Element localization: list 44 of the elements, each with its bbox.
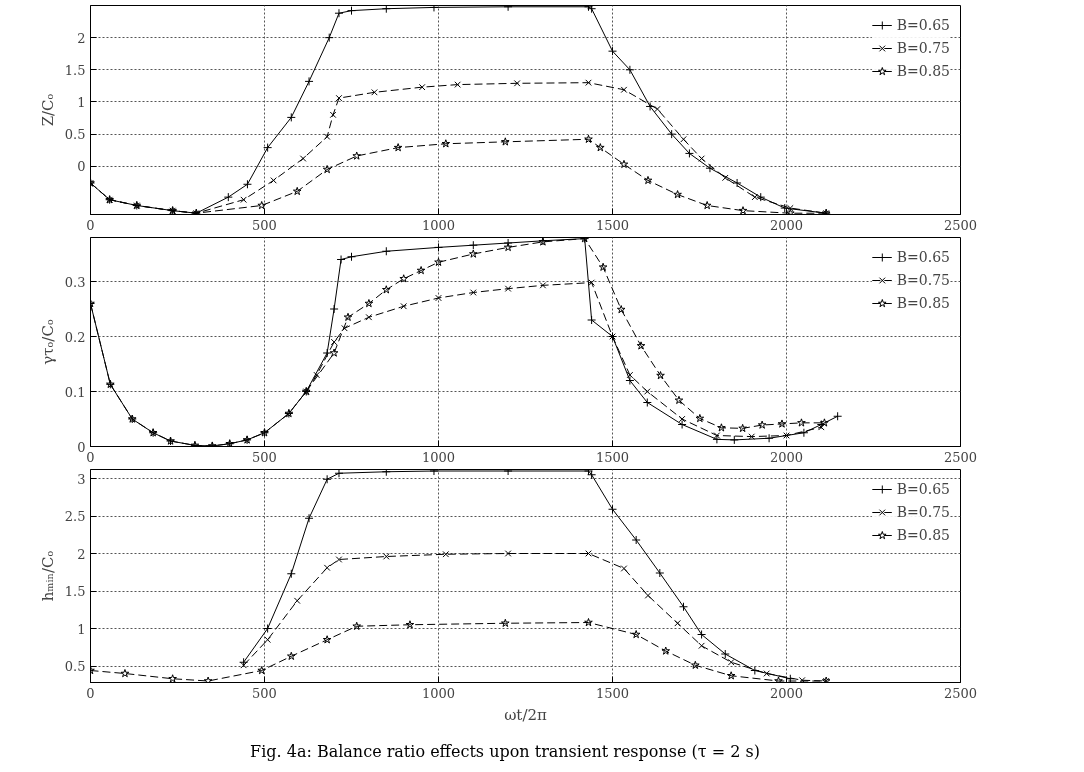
- x-tick-label: 2000: [769, 685, 804, 701]
- y-tick-label: 2: [77, 546, 86, 562]
- x-tick-label: 2500: [943, 449, 978, 465]
- x-tick-label: 1500: [595, 449, 630, 465]
- y-tick-label: 0.5: [64, 659, 86, 674]
- y-tick-label: 0.3: [64, 274, 86, 290]
- y-tick-label: 1.5: [64, 62, 86, 78]
- x-tick-label: 1500: [595, 685, 630, 701]
- legend-label: B=0.85: [896, 527, 950, 543]
- y-tick-label: 0: [77, 439, 86, 455]
- legend-label: B=0.75: [896, 504, 950, 520]
- y-tick-label: 0: [77, 159, 86, 175]
- y-tick-label: 1.5: [64, 584, 86, 599]
- y-axis-title: Z/Cₒ: [38, 93, 57, 127]
- caption: Fig. 4a: Balance ratio effects upon transient response (τ = 2 s): [250, 741, 760, 763]
- y-tick-label: 3: [77, 471, 86, 487]
- x-tick-label: 2000: [769, 217, 804, 233]
- x-tick-label: 2000: [769, 449, 804, 465]
- x-tick-label: 2500: [943, 217, 978, 233]
- x-tick-label: 1000: [421, 685, 456, 701]
- legend-label: B=0.65: [896, 17, 950, 33]
- y-tick-label: 0.5: [64, 127, 86, 143]
- y-tick-label: 0.2: [64, 329, 86, 345]
- x-tick-label: 500: [252, 449, 277, 465]
- legend-label: B=0.65: [896, 249, 950, 265]
- y-tick-label: 1: [77, 621, 86, 637]
- y-tick-label: 0.1: [64, 384, 86, 400]
- y-tick-label: 2: [77, 30, 86, 46]
- y-axis-title: hₘᵢₙ/Cₒ: [38, 550, 57, 602]
- legend-label: B=0.75: [896, 40, 950, 56]
- legend-label: B=0.85: [896, 295, 950, 311]
- y-tick-label: 2.5: [64, 509, 86, 524]
- legend-label: B=0.75: [896, 272, 950, 288]
- y-tick-label: 1: [77, 94, 86, 110]
- x-tick-label: 1500: [595, 217, 630, 233]
- x-tick-label: 1000: [421, 217, 456, 233]
- legend-label: B=0.65: [896, 481, 950, 497]
- x-tick-label: 500: [252, 217, 277, 233]
- x-axis-title: ωt/2π: [504, 705, 547, 724]
- legend-label: B=0.85: [896, 63, 950, 79]
- y-axis-title: γτₒ/Cₒ: [38, 319, 57, 365]
- x-tick-label: 500: [252, 685, 277, 701]
- x-tick-label: 2500: [943, 685, 978, 701]
- x-tick-label: 1000: [421, 449, 456, 465]
